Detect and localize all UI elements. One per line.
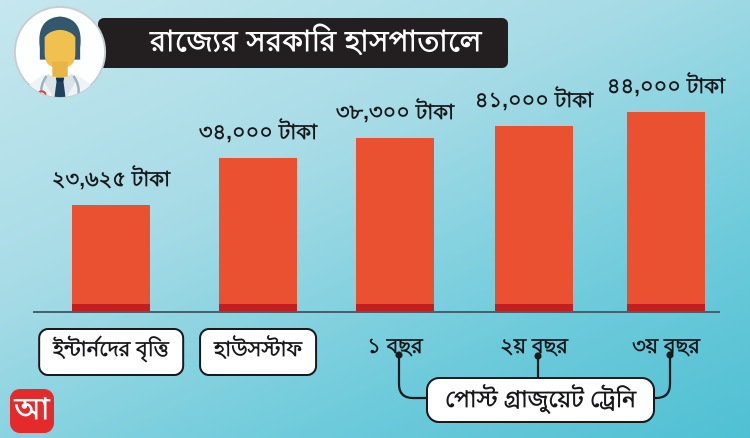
category-label-4: ২য় বছর — [500, 335, 568, 358]
category-label-3: ১ বছর — [367, 335, 423, 358]
page-title: রাজ্যের সরকারি হাসপাতালে — [150, 25, 482, 58]
category-label-2: হাউসস্টাফ — [199, 328, 317, 376]
doctor-avatar-svg — [13, 5, 107, 99]
bar-base-1 — [72, 304, 150, 313]
title-banner: রাজ্যের সরকারি হাসপাতালে — [98, 18, 508, 68]
bar-base-4 — [495, 304, 573, 313]
bar-3 — [356, 138, 434, 313]
value-label-5: ৪৪,০০০ টাকা — [606, 75, 726, 98]
brand-logo: আ — [10, 389, 54, 433]
value-label-4: ৪১,০০০ টাকা — [474, 89, 594, 112]
bar-2 — [219, 158, 297, 313]
doctor-avatar-icon — [12, 4, 108, 100]
value-label-2: ৩৪,০০০ টাকা — [198, 121, 318, 144]
bar-base-3 — [356, 304, 434, 313]
bar-5 — [627, 112, 705, 313]
bar-base-5 — [627, 304, 705, 313]
value-label-3: ৩৮,৩০০ টাকা — [335, 101, 455, 124]
x-axis-line — [33, 311, 720, 313]
brand-logo-letter: আ — [14, 393, 50, 426]
category-label-1: ইন্টার্নদের বৃত্তি — [38, 328, 184, 376]
value-label-1: ২৩,৬২৫ টাকা — [51, 168, 171, 191]
group-label-box: পোস্ট গ্রাজুয়েট ট্রেনি — [426, 377, 655, 423]
category-label-5: ৩য় বছর — [632, 335, 700, 358]
bar-1 — [72, 205, 150, 313]
group-label: পোস্ট গ্রাজুয়েট ট্রেনি — [444, 385, 637, 412]
bar-base-2 — [219, 304, 297, 313]
bar-4 — [495, 126, 573, 313]
